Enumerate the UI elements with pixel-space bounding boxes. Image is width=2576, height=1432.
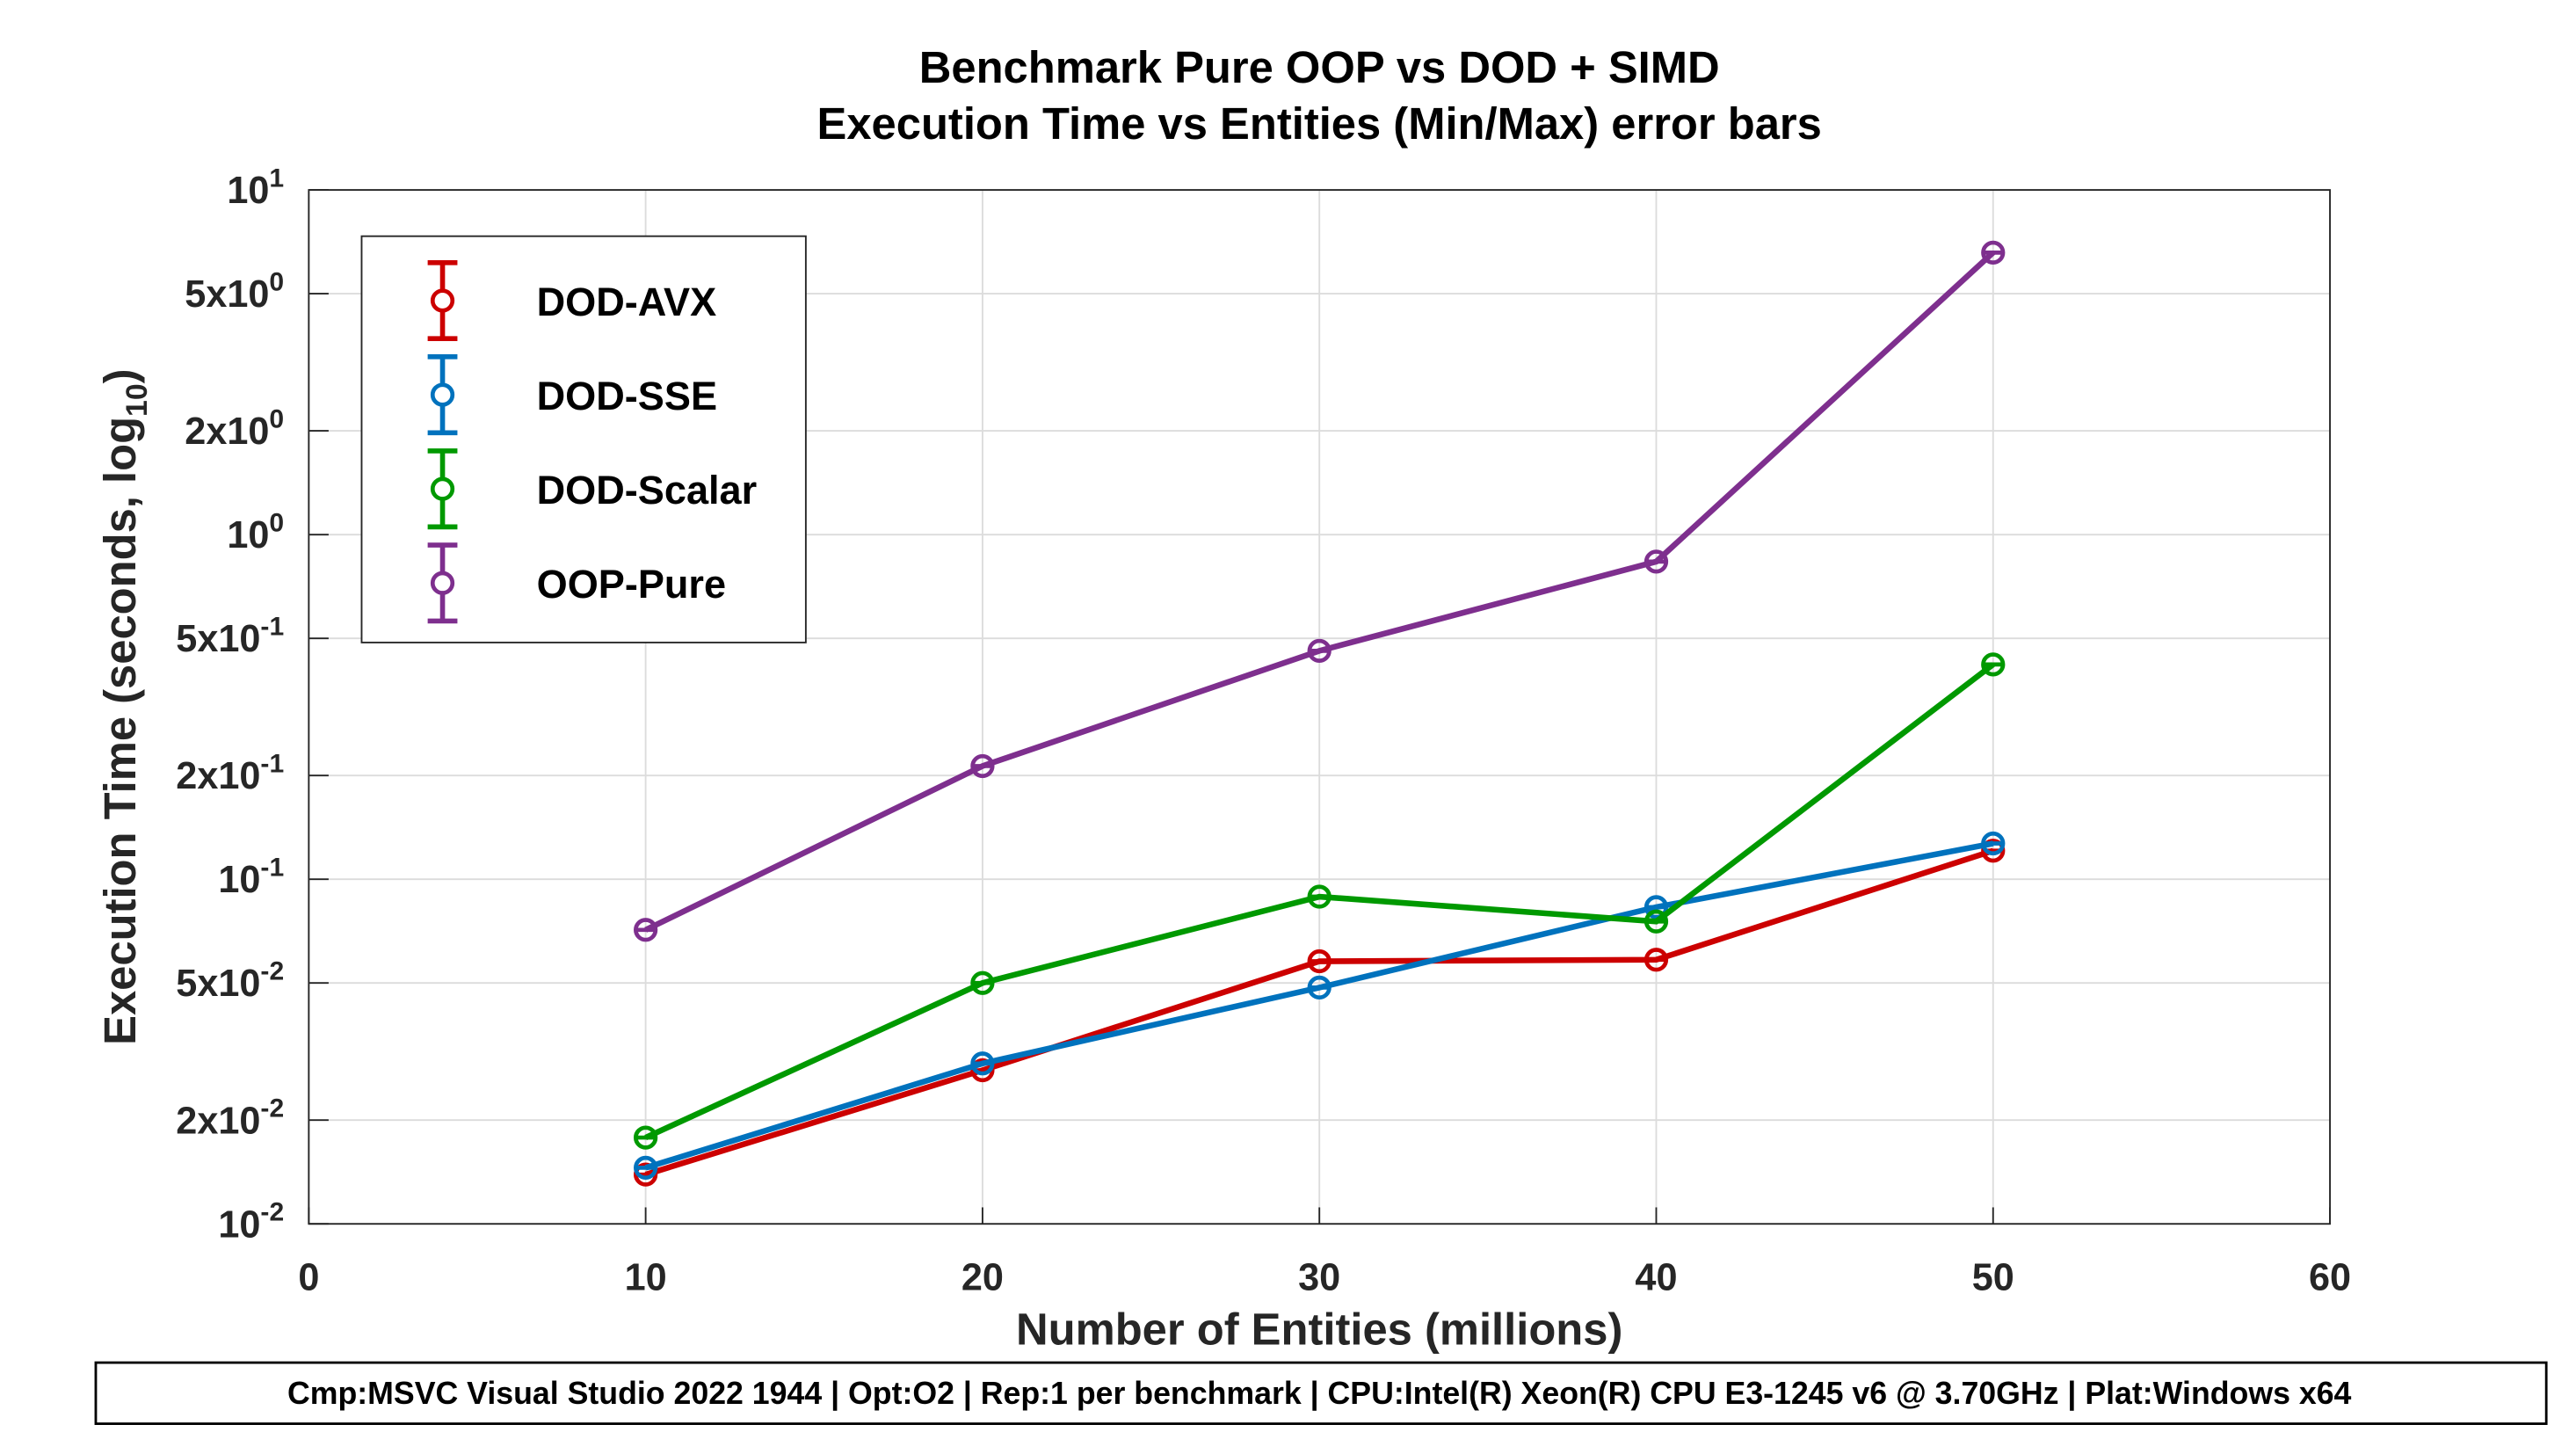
legend-label-dod-sse: DOD-SSE [537,374,717,418]
data-point-dod-scalar [1981,652,2006,677]
chart-title-line-1: Benchmark Pure OOP vs DOD + SIMD [919,42,1720,92]
x-tick-label: 20 [961,1256,1004,1298]
legend-label-dod-avx: DOD-AVX [537,280,717,324]
y-tick-label: 5x10-2 [176,956,284,1005]
data-point-dod-avx [1307,949,1332,974]
footer-text: Cmp:MSVC Visual Studio 2022 1944 | Opt:O… [287,1376,2352,1411]
data-point-dod-sse [1644,895,1669,920]
data-point-dod-avx [634,1162,658,1187]
data-point-dod-sse [970,1051,995,1076]
x-axis-label: Number of Entities (millions) [1016,1304,1622,1354]
y-tick-label: 2x10-1 [176,749,284,797]
data-point-dod-scalar [1644,909,1669,934]
axes: 0 10 20 30 40 50 60 101 5x100 2x100 100 5x10-1 2x10-… [176,164,2351,1298]
data-point-dod-sse [634,1155,658,1181]
data-point-oop-pure [634,918,658,942]
data-point-dod-sse [1307,975,1332,1000]
x-tick-label: 50 [1972,1256,2014,1298]
y-tick-label: 101 [227,164,284,212]
legend-label-oop-pure: OOP-Pure [537,562,726,607]
legend-marker-icon-oop-pure [430,571,455,595]
y-tick-label: 100 [227,508,284,556]
x-tick-label: 30 [1298,1256,1340,1298]
footer-box [94,1361,2548,1425]
legend-label-dod-scalar: DOD-Scalar [537,468,758,512]
y-tick-label: 2x100 [185,404,284,453]
chart-title-line-2: Execution Time vs Entities (Min/Max) err… [817,98,1822,149]
x-tick-label: 40 [1635,1256,1677,1298]
data-point-oop-pure [1307,638,1332,663]
y-tick-label: 10-2 [218,1197,284,1246]
data-point-dod-scalar [970,970,995,995]
data-point-oop-pure [970,753,995,779]
data-point-dod-sse [1981,831,2006,856]
legend-marker-icon-dod-scalar [430,476,455,501]
y-axis-label: Execution Time (seconds, log10) [95,368,154,1044]
data-point-dod-scalar [634,1125,658,1150]
x-tick-label: 60 [2309,1256,2351,1298]
data-point-dod-avx [1644,948,1669,972]
y-tick-label: 2x10-2 [176,1094,284,1142]
data-point-dod-scalar [1307,884,1332,909]
legend: DOD-AVX DOD-SSE DOD-Scalar OOP-Pure [360,235,807,643]
y-tick-label: 10-1 [218,853,284,901]
legend-marker-icon-dod-avx [430,288,455,313]
x-tick-label: 0 [298,1256,319,1298]
y-tick-label: 5x10-1 [176,612,284,660]
data-point-dod-avx [1981,839,2006,863]
x-tick-label: 10 [625,1256,667,1298]
y-tick-label: 5x100 [185,267,284,316]
data-point-oop-pure [1644,549,1669,574]
data-point-oop-pure [1981,240,2006,265]
series-group [634,240,2006,1187]
legend-marker-icon-dod-sse [430,382,455,407]
data-point-dod-avx [970,1058,995,1083]
